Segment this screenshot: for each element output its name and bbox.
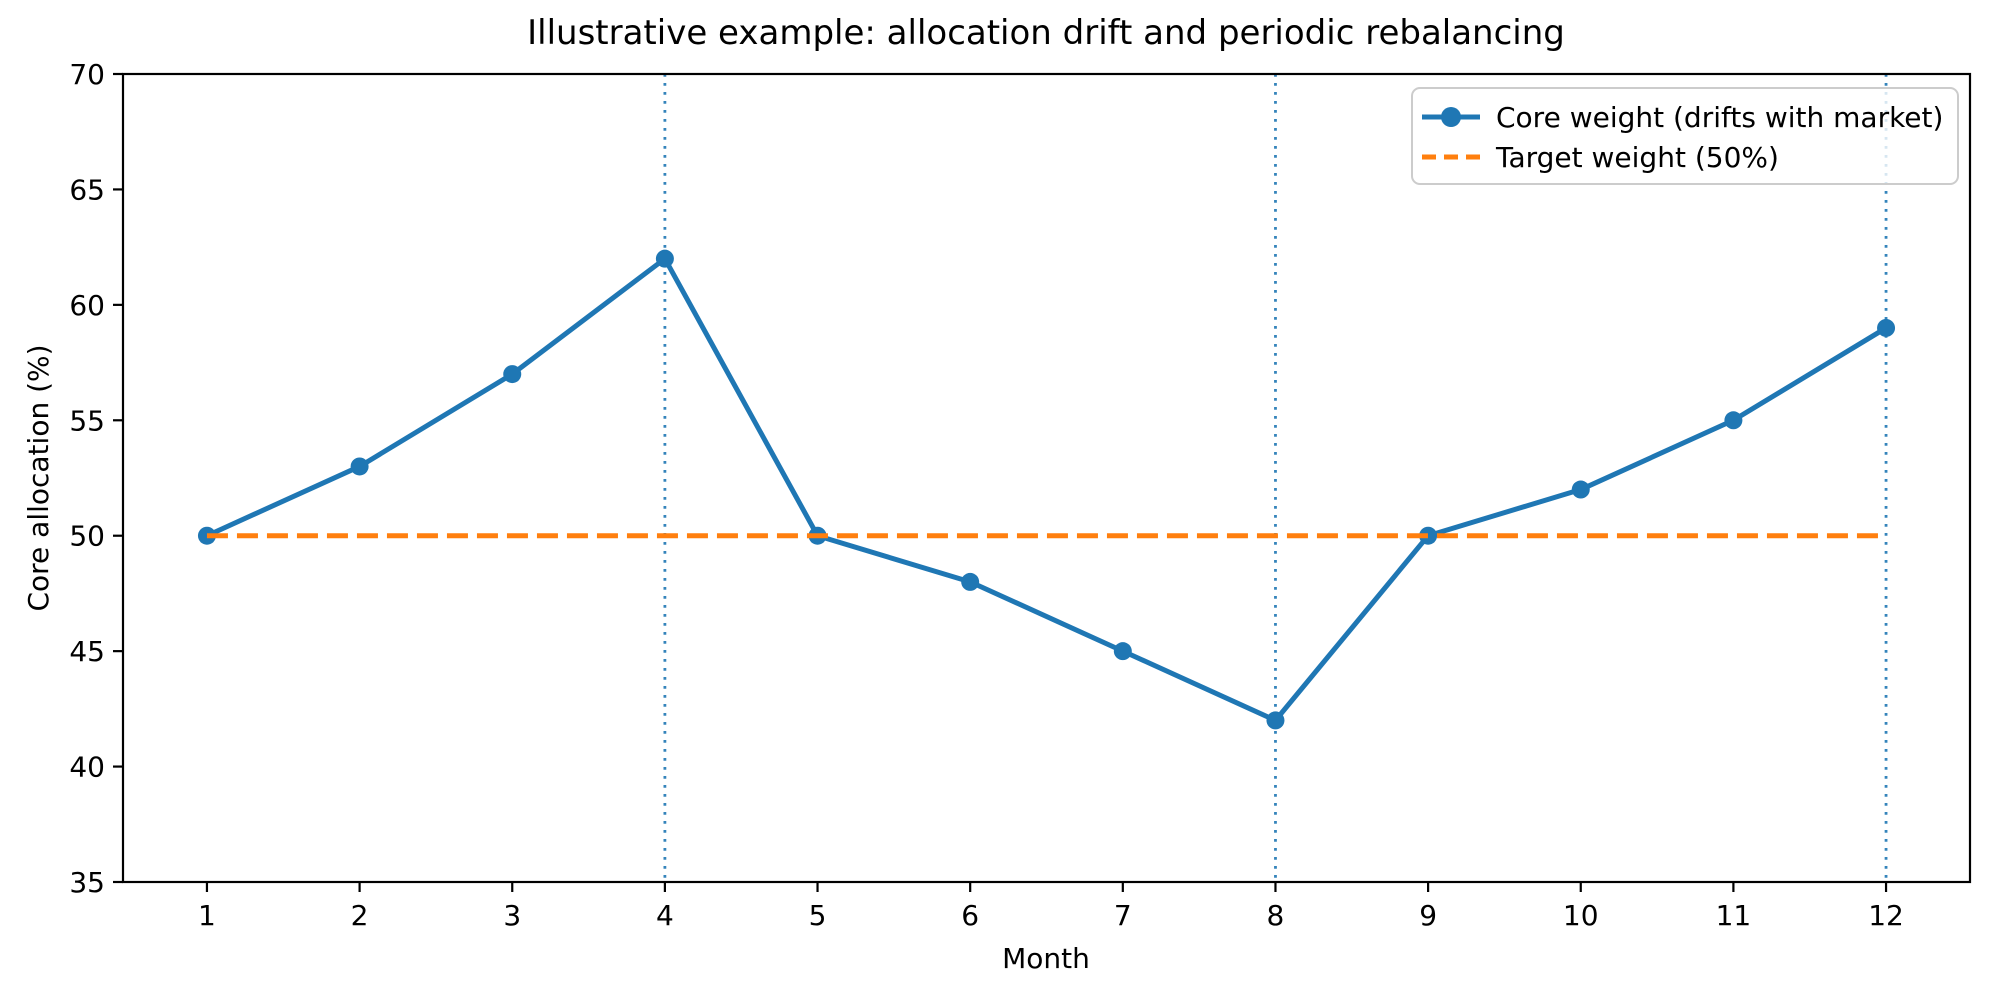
x-tick-label: 11 <box>1716 899 1752 932</box>
legend: Core weight (drifts with market) Target … <box>1411 87 1959 185</box>
data-point-marker <box>1113 642 1132 661</box>
legend-core-label: Core weight (drifts with market) <box>1496 101 1943 134</box>
x-tick-label: 9 <box>1419 899 1437 932</box>
x-tick-label: 1 <box>198 899 216 932</box>
y-tick-label: 45 <box>69 635 105 668</box>
data-point-marker <box>1877 318 1896 337</box>
x-tick-label: 10 <box>1563 899 1599 932</box>
x-tick-label: 6 <box>961 899 979 932</box>
x-axis-label: Month <box>1002 942 1090 975</box>
core-weight-line <box>205 256 1888 723</box>
data-point-marker <box>961 572 980 591</box>
y-tick-label: 65 <box>69 173 105 206</box>
legend-box <box>1411 87 1959 185</box>
x-tick-label: 8 <box>1267 899 1285 932</box>
data-point-marker <box>1571 480 1590 499</box>
x-tick-label: 12 <box>1868 899 1904 932</box>
y-tick-label: 40 <box>69 751 105 784</box>
x-tick-label: 3 <box>503 899 521 932</box>
y-tick-label: 70 <box>69 58 105 91</box>
x-tick-label: 7 <box>1114 899 1132 932</box>
data-point-marker <box>1724 411 1743 430</box>
y-tick-label: 60 <box>69 289 105 322</box>
legend-entry-target: Target weight (50%) <box>1422 141 1779 174</box>
legend-core-marker-icon <box>1441 107 1461 127</box>
chart-title: Illustrative example: allocation drift a… <box>527 13 1565 53</box>
data-point-marker <box>1266 711 1285 730</box>
data-point-marker <box>1419 526 1438 545</box>
data-point-marker <box>350 457 369 476</box>
y-tick-label: 50 <box>69 520 105 553</box>
y-axis-label: Core allocation (%) <box>22 344 55 611</box>
x-tick-label: 2 <box>351 899 369 932</box>
data-point-marker <box>655 249 674 268</box>
x-tick-label: 4 <box>656 899 674 932</box>
legend-entry-core: Core weight (drifts with market) <box>1422 101 1943 134</box>
y-tick-label: 55 <box>69 404 105 437</box>
legend-target-label: Target weight (50%) <box>1495 141 1779 174</box>
y-tick-label: 35 <box>69 866 105 899</box>
axes-spines <box>121 72 1972 884</box>
x-tick-label: 5 <box>809 899 827 932</box>
data-point-marker <box>503 365 522 384</box>
